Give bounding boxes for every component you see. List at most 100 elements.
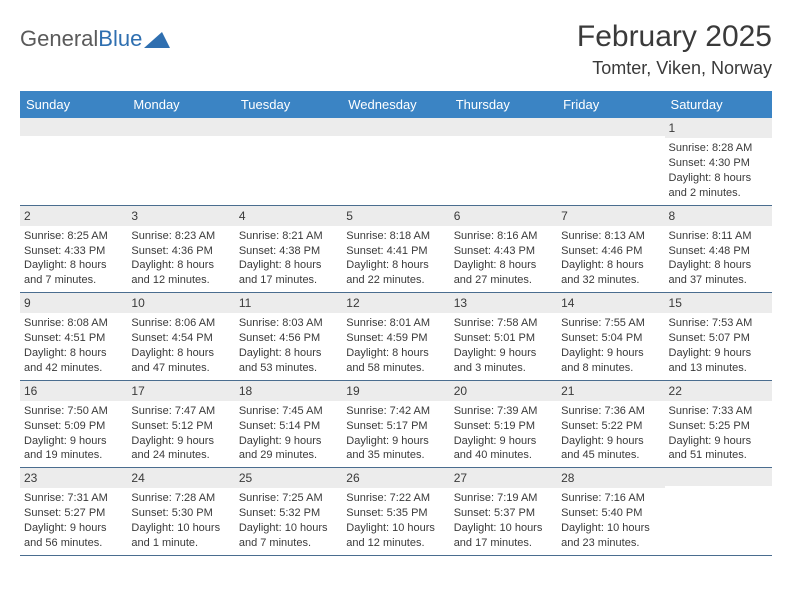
day-number [557, 118, 664, 136]
sunset: Sunset: 4:33 PM [24, 244, 123, 259]
sunrise: Sunrise: 8:06 AM [131, 316, 230, 331]
day-number: 7 [557, 206, 664, 226]
day-header: Friday [557, 91, 664, 118]
daylight: Daylight: 8 hours and 17 minutes. [239, 258, 338, 288]
week-row: 2 Sunrise: 8:25 AMSunset: 4:33 PM Daylight… [20, 206, 772, 294]
day-cell: 24Sunrise: 7:28 AMSunset: 5:30 PMDayligh… [127, 468, 234, 555]
day-number: 2 [20, 206, 127, 226]
daylight: Daylight: 8 hours and 42 minutes. [24, 346, 123, 376]
daylight: Daylight: 9 hours and 24 minutes. [131, 434, 230, 464]
sunset: Sunset: 5:25 PM [669, 419, 768, 434]
day-number: 6 [450, 206, 557, 226]
day-cell: 5 Sunrise: 8:18 AMSunset: 4:41 PMDaylight… [342, 206, 449, 293]
logo-text-blue: Blue [98, 26, 142, 51]
sunset: Sunset: 5:27 PM [24, 506, 123, 521]
day-cell: 13Sunrise: 7:58 AMSunset: 5:01 PMDayligh… [450, 293, 557, 380]
sunrise: Sunrise: 7:39 AM [454, 404, 553, 419]
sunrise: Sunrise: 7:45 AM [239, 404, 338, 419]
daylight: Daylight: 8 hours and 22 minutes. [346, 258, 445, 288]
daylight: Daylight: 9 hours and 3 minutes. [454, 346, 553, 376]
sunset: Sunset: 5:07 PM [669, 331, 768, 346]
daylight: Daylight: 9 hours and 19 minutes. [24, 434, 123, 464]
sunrise: Sunrise: 8:03 AM [239, 316, 338, 331]
sunrise: Sunrise: 7:28 AM [131, 491, 230, 506]
sunrise: Sunrise: 7:58 AM [454, 316, 553, 331]
day-cell [557, 118, 664, 205]
sunset: Sunset: 4:36 PM [131, 244, 230, 259]
day-header: Saturday [665, 91, 772, 118]
title-block: February 2025 Tomter, Viken, Norway [577, 20, 772, 79]
sunrise: Sunrise: 7:50 AM [24, 404, 123, 419]
daylight: Daylight: 8 hours and 58 minutes. [346, 346, 445, 376]
day-header: Wednesday [342, 91, 449, 118]
sunrise: Sunrise: 8:25 AM [24, 229, 123, 244]
day-cell: 7Sunrise: 8:13 AMSunset: 4:46 PMDaylight… [557, 206, 664, 293]
day-cell: 26Sunrise: 7:22 AMSunset: 5:35 PMDayligh… [342, 468, 449, 555]
sunset: Sunset: 4:38 PM [239, 244, 338, 259]
day-number: 1 [665, 118, 772, 138]
daylight: Daylight: 8 hours and 47 minutes. [131, 346, 230, 376]
sunset: Sunset: 4:43 PM [454, 244, 553, 259]
daylight: Daylight: 9 hours and 13 minutes. [669, 346, 768, 376]
day-cell: 8Sunrise: 8:11 AMSunset: 4:48 PMDaylight… [665, 206, 772, 293]
sunrise: Sunrise: 8:01 AM [346, 316, 445, 331]
day-number: 18 [235, 381, 342, 401]
sunrise: Sunrise: 7:33 AM [669, 404, 768, 419]
day-header: Monday [127, 91, 234, 118]
daylight: Daylight: 8 hours and 37 minutes. [669, 258, 768, 288]
day-number [235, 118, 342, 136]
day-header: Tuesday [235, 91, 342, 118]
daylight: Daylight: 10 hours and 23 minutes. [561, 521, 660, 551]
day-number: 3 [127, 206, 234, 226]
day-number [20, 118, 127, 136]
daylight: Daylight: 9 hours and 40 minutes. [454, 434, 553, 464]
sunset: Sunset: 4:51 PM [24, 331, 123, 346]
day-cell: 14Sunrise: 7:55 AMSunset: 5:04 PMDayligh… [557, 293, 664, 380]
sunrise: Sunrise: 7:16 AM [561, 491, 660, 506]
sunrise: Sunrise: 7:53 AM [669, 316, 768, 331]
daylight: Daylight: 8 hours and 2 minutes. [669, 171, 768, 201]
daylight: Daylight: 10 hours and 17 minutes. [454, 521, 553, 551]
day-number: 12 [342, 293, 449, 313]
day-number: 17 [127, 381, 234, 401]
sunset: Sunset: 5:09 PM [24, 419, 123, 434]
month-title: February 2025 [577, 20, 772, 54]
week-row: 23Sunrise: 7:31 AMSunset: 5:27 PMDayligh… [20, 468, 772, 556]
day-number: 8 [665, 206, 772, 226]
sunrise: Sunrise: 8:18 AM [346, 229, 445, 244]
calendar-page: GeneralBlue February 2025 Tomter, Viken,… [0, 0, 792, 566]
day-cell: 27Sunrise: 7:19 AMSunset: 5:37 PMDayligh… [450, 468, 557, 555]
logo-text: GeneralBlue [20, 26, 142, 52]
day-number: 25 [235, 468, 342, 488]
day-cell [235, 118, 342, 205]
sunrise: Sunrise: 7:42 AM [346, 404, 445, 419]
day-cell [342, 118, 449, 205]
daylight: Daylight: 9 hours and 56 minutes. [24, 521, 123, 551]
day-cell [20, 118, 127, 205]
location: Tomter, Viken, Norway [577, 58, 772, 79]
sunset: Sunset: 4:41 PM [346, 244, 445, 259]
logo: GeneralBlue [20, 26, 170, 52]
day-header: Sunday [20, 91, 127, 118]
daylight: Daylight: 9 hours and 35 minutes. [346, 434, 445, 464]
sunrise: Sunrise: 7:25 AM [239, 491, 338, 506]
daylight: Daylight: 8 hours and 53 minutes. [239, 346, 338, 376]
day-cell: 20Sunrise: 7:39 AMSunset: 5:19 PMDayligh… [450, 381, 557, 468]
day-cell: 19Sunrise: 7:42 AMSunset: 5:17 PMDayligh… [342, 381, 449, 468]
day-number: 15 [665, 293, 772, 313]
logo-text-gray: General [20, 26, 98, 51]
week-row: 16Sunrise: 7:50 AMSunset: 5:09 PMDayligh… [20, 381, 772, 469]
sunrise: Sunrise: 8:11 AM [669, 229, 768, 244]
day-number: 13 [450, 293, 557, 313]
day-cell [127, 118, 234, 205]
day-cell: 4Sunrise: 8:21 AMSunset: 4:38 PMDaylight… [235, 206, 342, 293]
sunset: Sunset: 5:22 PM [561, 419, 660, 434]
sunrise: Sunrise: 8:28 AM [669, 141, 768, 156]
day-number [127, 118, 234, 136]
day-cell: 16Sunrise: 7:50 AMSunset: 5:09 PMDayligh… [20, 381, 127, 468]
sunrise: Sunrise: 7:47 AM [131, 404, 230, 419]
day-number: 4 [235, 206, 342, 226]
header: GeneralBlue February 2025 Tomter, Viken,… [20, 20, 772, 79]
day-number: 5 [342, 206, 449, 226]
sunset: Sunset: 5:32 PM [239, 506, 338, 521]
